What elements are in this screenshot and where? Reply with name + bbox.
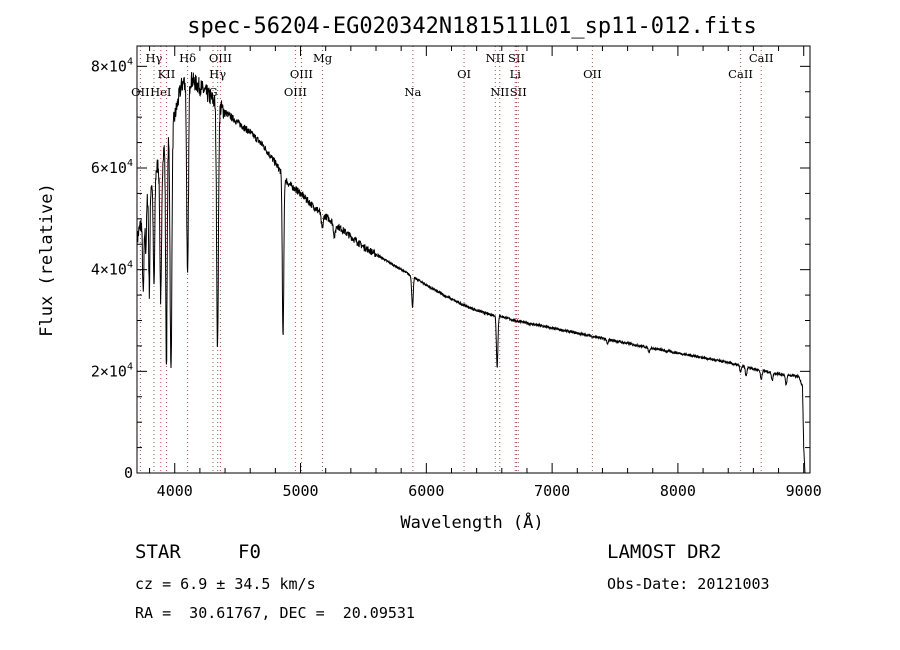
observation-date: Obs-Date: 20121003	[607, 575, 770, 593]
x-tick-label: 9000	[786, 482, 822, 500]
line-marker-label: HeI	[150, 85, 171, 99]
line-markers: OIIHγHeIKIIHδGOIIIHγOIIIOIIIMgNaOINIINII…	[131, 46, 774, 473]
x-axis-label: Wavelength (Å)	[400, 511, 543, 533]
line-marker-label: NII	[486, 51, 505, 65]
y-axis-label: Flux (relative)	[37, 183, 57, 337]
y-tick-label: 8×104	[91, 56, 133, 75]
y-axis: 0 2×104 4×104 6×104 8×104	[91, 56, 810, 482]
line-marker-label: CaII	[749, 51, 774, 65]
line-marker-label: CaII	[728, 67, 753, 81]
y-tick-label: 0	[124, 464, 133, 482]
line-marker-label: Li	[510, 67, 522, 81]
line-marker-label: Hγ	[146, 51, 163, 65]
object-type: STAR	[135, 541, 181, 563]
line-marker-label: NII	[490, 85, 509, 99]
x-tick-label: 6000	[408, 482, 444, 500]
survey-name: LAMOST DR2	[607, 541, 722, 563]
plot-frame	[136, 45, 811, 474]
line-marker-label: SII	[508, 51, 525, 65]
coordinates: RA = 30.61767, DEC = 20.09531	[135, 604, 415, 622]
object-subclass: F0	[238, 541, 261, 563]
flux-series-line	[136, 71, 806, 474]
line-marker-label: OIII	[284, 85, 307, 99]
x-axis: 4000 5000 6000 7000 8000 9000	[149, 46, 822, 500]
line-marker-label: OIII	[209, 51, 232, 65]
y-tick-label: 2×104	[91, 361, 133, 380]
x-tick-label: 8000	[660, 482, 696, 500]
line-marker-label: OII	[583, 67, 602, 81]
chart-title: spec-56204-EG020342N181511L01_sp11-012.f…	[187, 14, 757, 39]
line-marker-label: Hδ	[179, 51, 196, 65]
line-marker-label: KII	[158, 67, 176, 81]
line-marker-label: Na	[404, 85, 421, 99]
line-marker-label: G	[208, 85, 217, 99]
line-marker-label: SII	[510, 85, 527, 99]
y-tick-label: 4×104	[91, 260, 133, 279]
line-marker-label: Mg	[313, 51, 333, 65]
line-marker-label: Hγ	[209, 67, 226, 81]
x-tick-label: 4000	[157, 482, 193, 500]
x-tick-label: 5000	[282, 482, 318, 500]
x-tick-label: 7000	[534, 482, 570, 500]
y-tick-label: 6×104	[91, 158, 133, 177]
redshift-readout: cz = 6.9 ± 34.5 km/s	[135, 575, 316, 593]
line-marker-label: OI	[457, 67, 471, 81]
line-marker-label: OIII	[290, 67, 313, 81]
